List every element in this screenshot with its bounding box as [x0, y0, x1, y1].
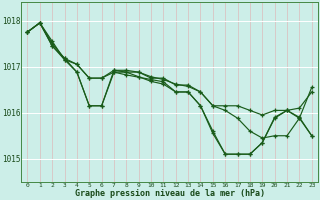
X-axis label: Graphe pression niveau de la mer (hPa): Graphe pression niveau de la mer (hPa)	[75, 189, 265, 198]
